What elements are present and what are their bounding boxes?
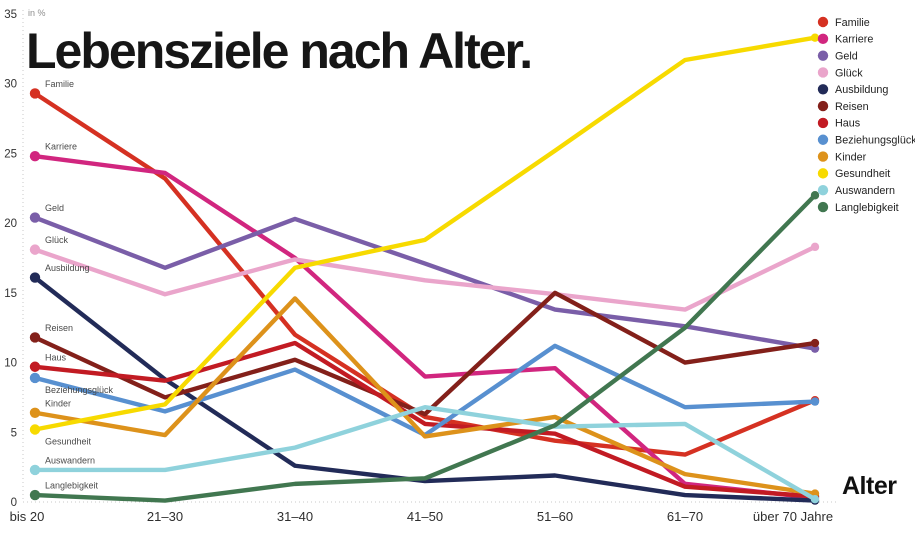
x-tick-label: über 70 Jahre bbox=[753, 509, 833, 524]
y-tick-label: 30 bbox=[4, 79, 17, 91]
series-line-gesundheit bbox=[32, 35, 818, 432]
series-line-haus bbox=[32, 340, 818, 499]
x-tick-label: bis 20 bbox=[10, 509, 45, 524]
legend-label: Ausbildung bbox=[835, 84, 888, 96]
legend-swatch bbox=[817, 50, 829, 61]
legend-swatch bbox=[817, 33, 829, 45]
series-start-label: Karriere bbox=[45, 142, 77, 152]
legend-label: Kinder bbox=[835, 151, 867, 163]
series-end-dot-beziehungsglück bbox=[810, 397, 820, 406]
legend-label: Haus bbox=[835, 118, 861, 130]
legend-label: Gesundheit bbox=[835, 168, 890, 180]
y-tick-label: 0 bbox=[11, 497, 17, 509]
series-start-dot-haus bbox=[29, 361, 41, 372]
y-tick-label: 15 bbox=[4, 288, 17, 300]
series-start-dot-langlebigkeit bbox=[29, 489, 41, 501]
series-line-reisen bbox=[32, 290, 818, 417]
series-start-dot-kinder bbox=[29, 407, 41, 418]
series-start-dot-ausbildung bbox=[29, 272, 41, 283]
series-start-dot-geld bbox=[29, 212, 41, 223]
series-end-dot-glück bbox=[810, 242, 820, 252]
legend-label: Beziehungsglück bbox=[835, 135, 915, 147]
series-start-label: Familie bbox=[45, 79, 74, 89]
legend-label: Karriere bbox=[835, 34, 873, 46]
legend-swatch bbox=[817, 117, 829, 129]
series-start-label: Auswandern bbox=[45, 455, 95, 465]
x-tick-label: 21–30 bbox=[147, 509, 183, 524]
legend-label: Auswandern bbox=[835, 185, 895, 197]
legend-label: Geld bbox=[835, 50, 858, 62]
legend-swatch bbox=[817, 84, 829, 95]
series-line-karriere bbox=[32, 154, 818, 501]
y-tick-label: 10 bbox=[4, 358, 17, 370]
legend-label: Familie bbox=[835, 17, 870, 29]
series-end-dot-gesundheit bbox=[810, 33, 820, 42]
series-start-label: Glück bbox=[45, 235, 69, 245]
series-start-label: Langlebigkeit bbox=[45, 481, 99, 491]
series-end-dot-auswandern bbox=[810, 495, 820, 504]
x-tick-label: 41–50 bbox=[407, 509, 443, 524]
series-line-langlebigkeit bbox=[32, 193, 818, 503]
x-tick-label: 61–70 bbox=[667, 509, 703, 524]
series-start-dot-auswandern bbox=[29, 464, 41, 476]
series-start-dot-reisen bbox=[29, 332, 41, 343]
series-start-dot-gesundheit bbox=[29, 424, 41, 435]
legend-label: Reisen bbox=[835, 101, 869, 113]
legend-swatch bbox=[817, 185, 829, 196]
legend-swatch bbox=[817, 100, 829, 112]
legend-label: Langlebigkeit bbox=[835, 202, 899, 214]
y-tick-label: 20 bbox=[4, 218, 17, 230]
series-start-dot-familie bbox=[29, 88, 41, 99]
series-start-label: Reisen bbox=[45, 323, 73, 333]
series-start-label: Geld bbox=[45, 203, 64, 213]
series-start-label: Gesundheit bbox=[45, 436, 92, 446]
series-start-dot-karriere bbox=[29, 151, 41, 162]
series-line-familie bbox=[32, 91, 818, 457]
x-tick-label: 51–60 bbox=[537, 509, 573, 524]
series-start-label: Haus bbox=[45, 352, 67, 362]
y-tick-label: 5 bbox=[11, 427, 17, 439]
series-start-dot-beziehungsglück bbox=[29, 372, 41, 384]
chart-title: Lebensziele nach Alter. bbox=[26, 23, 533, 79]
series-start-dot-glück bbox=[29, 244, 41, 255]
legend-swatch bbox=[817, 134, 829, 145]
legend-label: Glück bbox=[835, 67, 863, 79]
series-start-label: Ausbildung bbox=[45, 263, 90, 273]
series-end-dot-langlebigkeit bbox=[810, 191, 820, 200]
y-axis-unit-label: in % bbox=[28, 8, 46, 18]
x-tick-label: 31–40 bbox=[277, 509, 313, 524]
legend-swatch bbox=[817, 201, 829, 213]
legend-swatch bbox=[817, 16, 829, 28]
y-tick-label: 35 bbox=[4, 9, 17, 21]
series-line-auswandern bbox=[32, 404, 818, 502]
series-line-glück bbox=[32, 244, 818, 312]
series-start-label: Beziehungsglück bbox=[45, 385, 114, 395]
series-line-kinder bbox=[32, 296, 818, 496]
legend-swatch bbox=[817, 67, 829, 78]
y-tick-label: 25 bbox=[4, 148, 17, 160]
legend-swatch bbox=[817, 168, 829, 179]
x-axis-title: Alter bbox=[842, 472, 897, 500]
legend-swatch bbox=[817, 151, 829, 162]
series-end-dot-reisen bbox=[810, 338, 820, 348]
series-start-label: Kinder bbox=[45, 398, 71, 408]
